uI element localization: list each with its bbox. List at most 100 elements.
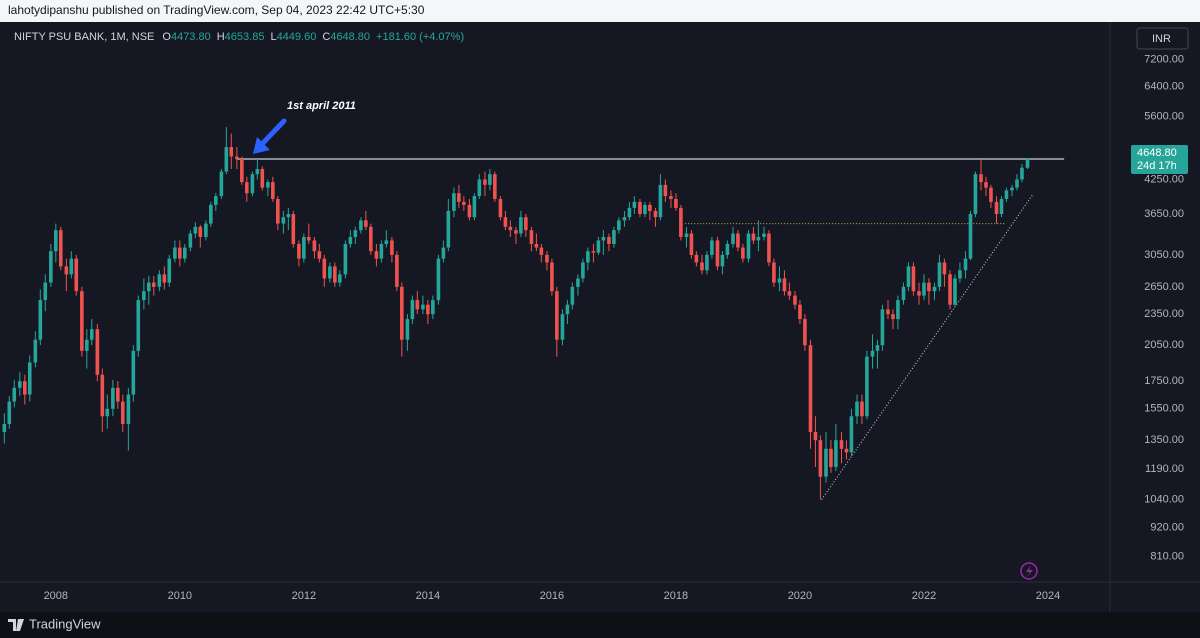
candle-body (317, 251, 322, 259)
candle-body (1020, 167, 1024, 180)
candle-body (741, 247, 745, 259)
candle-body (462, 201, 466, 205)
candle-body (906, 266, 911, 287)
y-tick-label: 1750.00 (1144, 375, 1184, 387)
candle-body (550, 262, 554, 292)
y-tick-label: 2350.00 (1144, 308, 1184, 320)
y-tick-label: 3050.00 (1144, 249, 1184, 261)
candle-body (999, 198, 1004, 215)
candle-body (1025, 159, 1030, 168)
candle-body (958, 270, 962, 279)
candle-body (198, 226, 203, 237)
candle-body (607, 236, 611, 244)
candle-body (586, 251, 590, 263)
candle-body (477, 179, 482, 197)
candle-body (793, 295, 797, 305)
lightning-bolt (1026, 565, 1033, 577)
y-tick-label: 6400.00 (1144, 80, 1184, 92)
y-tick-label: 1550.00 (1144, 403, 1184, 415)
candle-body (38, 300, 43, 340)
candle-body (58, 230, 63, 267)
candle-body (343, 243, 348, 275)
candle-body (147, 282, 151, 292)
candle-body (483, 179, 487, 185)
candle-body (653, 210, 658, 218)
candle-body (136, 300, 141, 351)
candle-body (302, 236, 306, 259)
candle-body (715, 240, 720, 267)
candle-body (493, 174, 497, 199)
candle-body (353, 230, 358, 237)
candle-body (116, 387, 120, 402)
candle-body (638, 201, 642, 215)
candle-body (131, 350, 136, 395)
candle-body (891, 314, 895, 320)
footer-bar (0, 612, 1200, 638)
candle-body (105, 408, 110, 417)
candle-body (291, 214, 296, 244)
candle-body (74, 258, 79, 292)
logo (8, 619, 24, 631)
candle-body (798, 304, 802, 320)
candle-body (731, 233, 735, 244)
candle-body (689, 233, 694, 255)
lightning-icon[interactable] (1020, 562, 1038, 580)
candle-body (182, 247, 187, 259)
candle-body (524, 217, 528, 231)
candle-body (142, 291, 146, 301)
candle-body (736, 233, 740, 248)
price-tag (1131, 145, 1188, 175)
candle-body (937, 262, 942, 287)
candle-body (534, 243, 539, 248)
candle-body (591, 251, 596, 253)
candle-body (488, 174, 492, 185)
candle-body (188, 233, 193, 248)
candle-body (612, 230, 616, 244)
y-tick-label: 2050.00 (1144, 339, 1184, 351)
candle-body (235, 156, 239, 159)
legend-val: 4473.80 (170, 31, 211, 43)
candle-body (33, 339, 38, 363)
candle-body (209, 204, 213, 224)
candle-body (431, 300, 435, 315)
candle-body (927, 282, 931, 292)
candle-body (415, 300, 420, 310)
candle-body (229, 147, 234, 157)
legend-key: H (216, 31, 225, 43)
candle-body (762, 233, 766, 237)
legend-key: C (322, 31, 331, 43)
candle-body (245, 182, 249, 194)
candle-body (632, 201, 637, 208)
candle-body (818, 440, 823, 477)
y-tick-label: 3650.00 (1144, 208, 1184, 220)
candle-body (281, 217, 286, 224)
top-bar (0, 0, 1200, 22)
candle-body (669, 196, 673, 199)
legend-key: L (270, 31, 277, 43)
candle-body (705, 254, 709, 271)
x-tick-label: 2014 (416, 590, 440, 602)
candle-body (410, 300, 415, 320)
candle-body (89, 329, 94, 340)
candle-body (384, 240, 389, 244)
candle-body (751, 233, 756, 241)
candle-body (395, 254, 399, 287)
candle-body (674, 198, 678, 208)
candle-body (565, 304, 570, 315)
candle-body (286, 214, 291, 218)
legend-chg: +181.60 (+4.07%) (376, 31, 465, 43)
candle-body (297, 243, 301, 259)
candle-body (803, 319, 807, 346)
candle-body (27, 362, 32, 395)
candle-body (64, 266, 69, 275)
y-tick-label: 1190.00 (1145, 463, 1184, 475)
candle-body (514, 230, 518, 234)
currency-button[interactable] (1136, 27, 1189, 50)
candle-body (405, 319, 410, 340)
candle-body (69, 258, 74, 275)
candle-body (400, 286, 404, 340)
x-tick-label: 2008 (44, 590, 68, 602)
candle-body (663, 184, 668, 197)
x-tick-label: 2018 (664, 590, 688, 602)
candle-body (178, 247, 182, 259)
